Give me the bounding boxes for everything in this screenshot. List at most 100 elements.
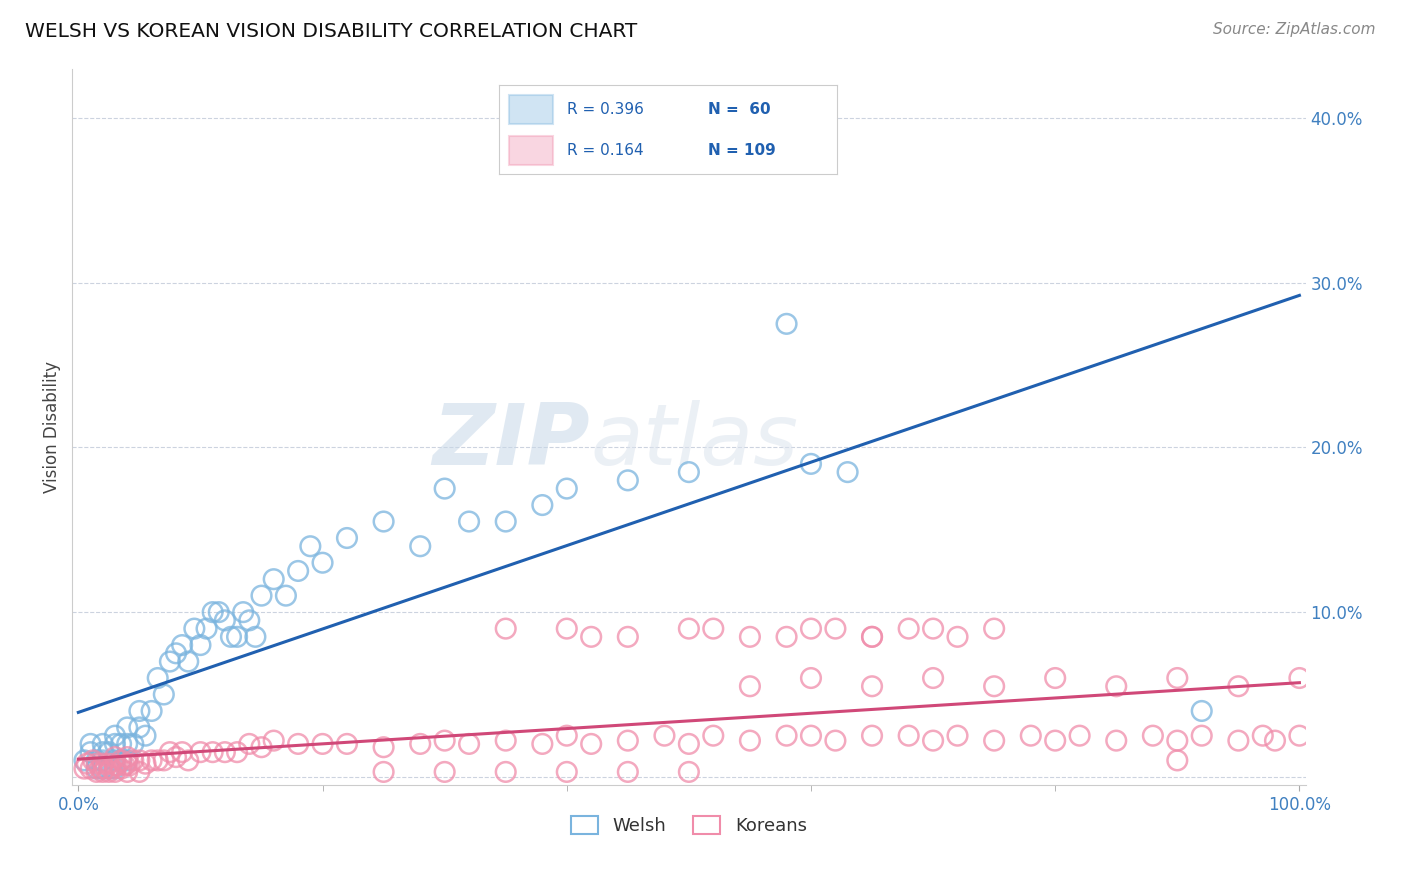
Point [146, 671, 169, 685]
Point [110, 737, 132, 751]
Point [104, 753, 127, 767]
Point [238, 737, 260, 751]
Text: Source: ZipAtlas.com: Source: ZipAtlas.com [1212, 22, 1375, 37]
Point [134, 729, 156, 743]
FancyBboxPatch shape [509, 136, 553, 165]
Point [94, 762, 117, 776]
Point [274, 589, 297, 603]
Point [100, 762, 122, 776]
Text: atlas: atlas [591, 400, 799, 483]
Point [128, 764, 150, 779]
Point [122, 737, 145, 751]
Point [775, 317, 797, 331]
Point [214, 613, 236, 627]
Point [110, 762, 132, 776]
Point [922, 733, 945, 747]
Point [409, 539, 432, 553]
Point [800, 622, 823, 636]
Text: WELSH VS KOREAN VISION DISABILITY CORRELATION CHART: WELSH VS KOREAN VISION DISABILITY CORREL… [25, 22, 637, 41]
Point [165, 750, 187, 764]
Point [115, 756, 138, 771]
Point [141, 704, 163, 718]
Point [775, 729, 797, 743]
Point [1043, 671, 1066, 685]
Point [299, 539, 322, 553]
Point [91, 737, 114, 751]
Point [107, 758, 129, 772]
Point [104, 750, 127, 764]
Point [678, 764, 700, 779]
Point [287, 737, 309, 751]
Point [141, 753, 163, 767]
Point [1264, 733, 1286, 747]
Point [128, 704, 150, 718]
Point [1105, 679, 1128, 693]
Point [263, 572, 285, 586]
Point [1166, 671, 1188, 685]
Point [110, 753, 132, 767]
Point [128, 721, 150, 735]
Point [190, 638, 212, 652]
Point [214, 745, 236, 759]
Point [617, 733, 640, 747]
Point [115, 764, 138, 779]
Point [336, 531, 359, 545]
Point [775, 630, 797, 644]
Point [738, 630, 761, 644]
Point [159, 655, 181, 669]
Point [195, 622, 218, 636]
Point [579, 630, 602, 644]
Point [79, 745, 101, 759]
Point [579, 737, 602, 751]
Point [738, 679, 761, 693]
Point [555, 482, 578, 496]
Point [617, 630, 640, 644]
Point [89, 762, 111, 776]
Point [433, 733, 456, 747]
Point [91, 756, 114, 771]
Point [172, 638, 194, 652]
Point [800, 729, 823, 743]
Point [97, 762, 120, 776]
Point [86, 753, 108, 767]
Point [409, 737, 432, 751]
Point [555, 622, 578, 636]
Point [373, 764, 395, 779]
Point [82, 753, 104, 767]
Point [110, 753, 132, 767]
Point [983, 733, 1005, 747]
Point [495, 515, 517, 529]
Point [897, 729, 920, 743]
Point [555, 764, 578, 779]
Point [531, 498, 554, 512]
Point [702, 622, 724, 636]
Point [104, 737, 127, 751]
Point [122, 753, 145, 767]
Point [86, 764, 108, 779]
Point [531, 737, 554, 751]
Point [177, 655, 200, 669]
Point [97, 745, 120, 759]
Point [860, 630, 883, 644]
Point [153, 688, 176, 702]
Point [1142, 729, 1164, 743]
Point [153, 753, 176, 767]
Point [1251, 729, 1274, 743]
Point [336, 737, 359, 751]
Point [1227, 733, 1250, 747]
Point [1288, 671, 1310, 685]
Point [76, 756, 98, 771]
Point [495, 622, 517, 636]
FancyBboxPatch shape [509, 95, 553, 124]
Point [837, 465, 859, 479]
Point [183, 622, 205, 636]
Point [91, 762, 114, 776]
Point [232, 605, 254, 619]
Point [219, 630, 242, 644]
Point [897, 622, 920, 636]
Point [860, 729, 883, 743]
Point [172, 745, 194, 759]
Point [311, 737, 333, 751]
Point [946, 729, 969, 743]
Point [104, 758, 127, 772]
